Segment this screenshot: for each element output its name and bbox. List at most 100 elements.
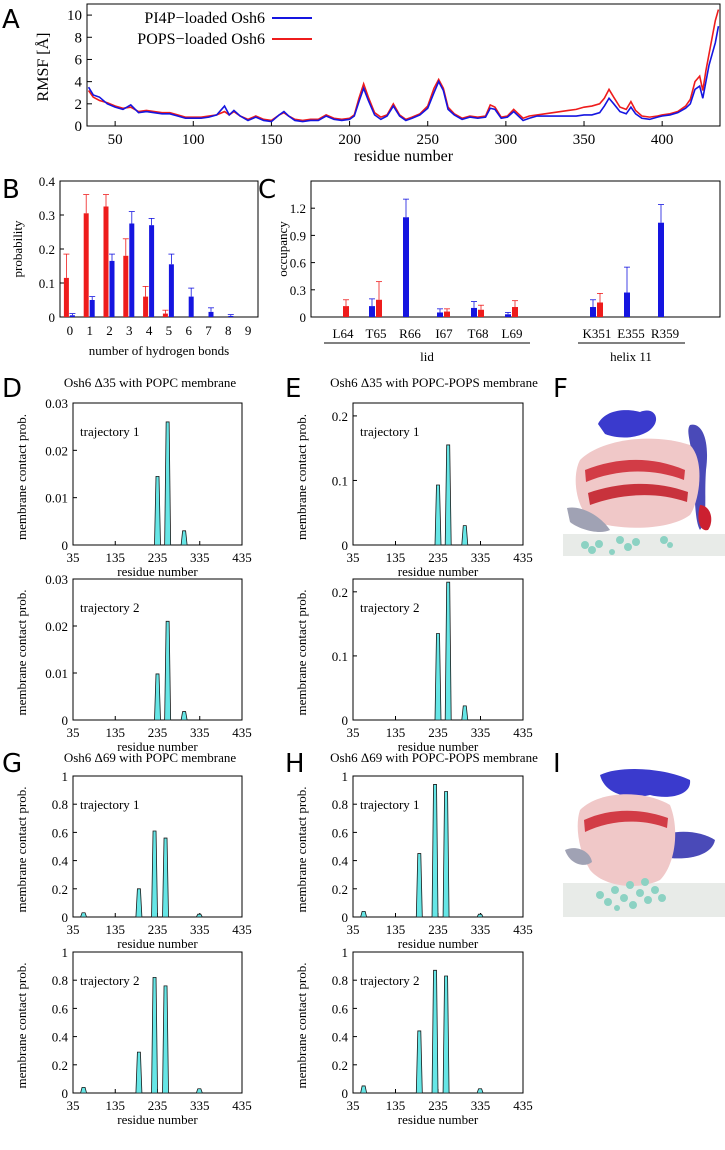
contact-peak-g-2-1: [135, 1051, 143, 1094]
x-tick-label-d: 435: [232, 550, 252, 565]
y-tick-label-d: 0.03: [45, 572, 68, 587]
contact-peak-h-1-4: [476, 913, 484, 918]
helix-bundle-top-i: [600, 768, 691, 797]
chart-title-h: Osh6 Δ69 with POPC-POPS membrane: [330, 750, 538, 765]
x-tick-label-h: 35: [347, 922, 360, 937]
y-axis-label-c: occupancy: [275, 221, 290, 277]
y-tick-label-e: 0.2: [332, 585, 348, 600]
contact-peak-g-2-3: [162, 985, 169, 1094]
helix-bundle-top-f: [598, 410, 657, 438]
y-tick-label-h: 0.6: [332, 825, 349, 840]
bar-b-1: [168, 264, 174, 317]
bar-b-0: [83, 213, 89, 317]
x-axis-label-d: residue number: [117, 564, 198, 579]
lipid-contacts-i: [596, 878, 666, 911]
y-axis-label-d: membrane contact prob.: [14, 590, 29, 716]
x-tick-label-a: 300: [495, 132, 518, 148]
contact-peak-d-1-2: [180, 530, 188, 546]
x-tick-label-d: 335: [190, 550, 210, 565]
x-tick-label-b: 7: [205, 323, 212, 338]
lipid-contacts-f: [581, 536, 673, 555]
x-tick-label-d: 235: [148, 550, 168, 565]
y-tick-label-e: 0.2: [332, 409, 348, 424]
panel-label-i: I: [553, 749, 561, 779]
y-axis-label-h: membrane contact prob.: [294, 963, 309, 1089]
x-tick-label-d: 35: [67, 725, 80, 740]
x-tick-label-h: 335: [471, 1098, 491, 1113]
y-tick-label-h: 0.4: [332, 1030, 349, 1045]
panel-label-e: E: [285, 374, 301, 404]
x-tick-label-b: 9: [245, 323, 252, 338]
bar-c-1: [512, 307, 518, 317]
bar-c-0: [658, 222, 664, 317]
legend-label-a-1: POPS−loaded Osh6: [137, 31, 265, 48]
y-axis-label-e: membrane contact prob.: [294, 414, 309, 540]
red-helix-f: [698, 505, 712, 531]
contact-peak-h-1-0: [360, 910, 368, 918]
x-tick-label-b: 5: [166, 323, 173, 338]
y-tick-label-e: 0: [342, 538, 349, 553]
x-tick-label-b: 0: [67, 323, 74, 338]
contact-peak-h-1-2: [431, 784, 439, 918]
trajectory-label-h: trajectory 1: [360, 797, 420, 812]
contact-peak-g-2-0: [80, 1086, 88, 1094]
x-tick-label-e: 135: [386, 725, 406, 740]
legend-label-a-0: PI4P−loaded Osh6: [144, 10, 265, 27]
y-tick-label-c: 0.6: [290, 256, 307, 271]
y-axis-label-d: membrane contact prob.: [14, 414, 29, 540]
x-tick-label-a: 250: [416, 132, 439, 148]
x-tick-label-e: 335: [471, 550, 491, 565]
y-tick-label-g: 0.6: [52, 1001, 69, 1016]
y-tick-label-h: 0.8: [332, 973, 348, 988]
contact-peak-h-2-2: [431, 969, 439, 1094]
x-tick-label-e: 335: [471, 725, 491, 740]
bar-b-1: [208, 311, 214, 317]
x-tick-label-h: 235: [428, 922, 448, 937]
y-tick-label-g: 1: [62, 769, 69, 784]
x-tick-label-d: 135: [106, 725, 126, 740]
y-tick-label-e: 0.1: [332, 649, 348, 664]
x-tick-label-h: 235: [428, 1098, 448, 1113]
x-tick-label-e: 435: [513, 725, 533, 740]
x-tick-label-e: 235: [428, 725, 448, 740]
bar-b-1: [89, 300, 95, 317]
beta-barrel-i: [577, 794, 676, 886]
x-tick-label-c: L69: [502, 326, 523, 341]
contact-peak-g-1-2: [151, 830, 158, 918]
x-tick-label-e: 35: [347, 725, 360, 740]
y-tick-label-b: 0.3: [39, 208, 55, 223]
x-tick-label-e: 35: [347, 550, 360, 565]
contact-peak-h-1-1: [415, 853, 423, 918]
x-tick-label-e: 435: [513, 550, 533, 565]
y-tick-label-h: 0: [342, 910, 349, 925]
y-tick-label-d: 0.01: [45, 666, 68, 681]
panel-label-a: A: [2, 5, 20, 35]
bar-b-0: [162, 313, 168, 317]
x-tick-label-g: 335: [190, 922, 210, 937]
bar-c-1: [343, 306, 349, 317]
x-axis-label-e: residue number: [398, 564, 479, 579]
y-tick-label-d: 0.02: [45, 619, 68, 634]
y-tick-label-d: 0.03: [45, 396, 68, 411]
x-tick-label-h: 335: [471, 922, 491, 937]
y-tick-label-d: 0: [62, 713, 69, 728]
y-tick-label-c: 0: [300, 310, 307, 325]
x-axis-label-h: residue number: [398, 936, 479, 951]
y-tick-label-h: 0: [342, 1086, 349, 1101]
x-tick-label-a: 350: [573, 132, 596, 148]
contact-peak-d-1-1: [164, 421, 172, 546]
x-tick-label-c: R359: [651, 326, 679, 341]
group-label-lid: lid: [420, 349, 434, 364]
panel-label-d: D: [2, 374, 22, 404]
bar-c-0: [471, 307, 477, 317]
contact-peak-e-2-1: [444, 581, 452, 721]
x-tick-label-g: 235: [148, 1098, 168, 1113]
chart-title-g: Osh6 Δ69 with POPC membrane: [64, 750, 237, 765]
x-tick-label-c: K351: [583, 326, 612, 341]
y-tick-label-h: 0.4: [332, 854, 349, 869]
bar-b-0: [63, 277, 69, 317]
trajectory-label-e: trajectory 1: [360, 424, 420, 439]
x-tick-label-e: 235: [428, 550, 448, 565]
x-tick-label-g: 435: [232, 922, 252, 937]
panel-label-h: H: [285, 749, 305, 779]
